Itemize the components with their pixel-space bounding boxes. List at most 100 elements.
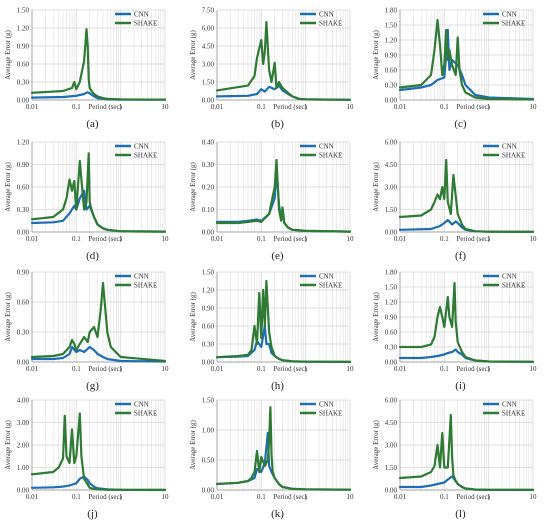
panel-label: (c) [454, 118, 467, 130]
y-tick-label: 0.60 [202, 323, 215, 331]
panel-g: 0.00 0.30 0.60 0.90 0.01 0.1 1 10 Period (sec) Av… [4, 269, 169, 393]
y-tick-label: 0.00 [202, 97, 215, 105]
x-tick-label: 0.01 [211, 365, 224, 373]
series-line-cnn [398, 348, 535, 363]
y-tick-label: 0.90 [202, 305, 215, 313]
y-tick-label: 0.00 [385, 487, 398, 495]
panel-i: 0.00 0.30 0.60 0.90 1.20 1.50 1.80 0.01 0.1 1 10 Pe… [372, 269, 537, 393]
x-axis-label: Period (sec) [456, 365, 490, 373]
y-tick-label: 0.90 [385, 52, 398, 60]
x-axis-label: Period (sec) [88, 103, 122, 111]
y-tick-label: 1.00 [202, 427, 215, 435]
y-axis-label: Average Error (g) [4, 30, 12, 80]
panel-label: (k) [271, 508, 284, 520]
y-tick-label: 1.20 [17, 25, 30, 33]
x-tick-label: 0.1 [72, 493, 81, 501]
x-tick-label: 0.01 [26, 365, 39, 373]
x-tick-label: 10 [530, 365, 538, 373]
series-line-shake [30, 28, 167, 101]
y-tick-label: 0.20 [202, 184, 215, 192]
y-axis-label: Average Error (g) [372, 292, 380, 342]
y-tick-label: 0.90 [385, 314, 398, 322]
x-axis-label: Period (sec) [88, 493, 122, 501]
y-axis-label: Average Error (g) [4, 292, 12, 342]
y-tick-label: 1.50 [202, 397, 215, 405]
x-tick-label: 1 [304, 235, 308, 243]
y-tick-label: 4.00 [17, 397, 30, 405]
panel-label: (b) [271, 118, 284, 130]
y-tick-label: 0.00 [17, 487, 30, 495]
x-tick-label: 0.01 [211, 235, 224, 243]
x-tick-label: 0.1 [257, 235, 266, 243]
x-tick-label: 10 [347, 103, 355, 111]
y-tick-label: 1.80 [385, 269, 398, 277]
legend-label-shake: SHAKE [134, 20, 157, 28]
y-tick-label: 4.50 [385, 161, 398, 169]
y-tick-label: 6.00 [202, 25, 215, 33]
y-tick-label: 0.00 [17, 229, 30, 237]
legend-label-cnn: CNN [134, 401, 149, 409]
series-line-cnn [215, 431, 352, 491]
x-tick-label: 10 [162, 365, 170, 373]
x-tick-label: 0.01 [211, 103, 224, 111]
y-tick-label: 0.90 [17, 43, 30, 51]
y-tick-label: 3.00 [385, 184, 398, 192]
y-tick-label: 1.20 [385, 37, 398, 45]
x-tick-label: 1 [304, 103, 308, 111]
panel-h: 0.00 0.30 0.60 0.90 1.20 1.50 0.01 0.1 1 10 Period… [189, 269, 354, 393]
panel-k: 0.00 0.50 1.00 1.50 0.01 0.1 1 10 Period (sec) Av… [189, 397, 354, 521]
panel-a: 0.00 0.30 0.60 0.90 1.20 1.50 0.01 0.1 1 10 Period… [4, 7, 169, 131]
y-tick-label: 6.00 [385, 139, 398, 147]
panel-l: 0.00 1.50 3.00 4.50 6.00 0.01 0.1 1 10 Period (se… [372, 397, 537, 521]
series-line-shake [215, 158, 352, 233]
series-line-cnn [398, 28, 535, 101]
y-tick-label: 0.90 [17, 161, 30, 169]
y-tick-label: 0.60 [17, 61, 30, 69]
y-tick-label: 3.00 [202, 61, 215, 69]
legend-label-shake: SHAKE [319, 152, 342, 160]
x-axis-label: Period (sec) [456, 493, 490, 501]
legend-label-shake: SHAKE [134, 410, 157, 418]
panel-label: (d) [86, 250, 99, 262]
y-tick-label: 0.00 [385, 97, 398, 105]
y-axis-label: Average Error (g) [372, 420, 380, 470]
x-tick-label: 0.1 [440, 103, 449, 111]
y-tick-label: 0.00 [202, 487, 215, 495]
x-tick-label: 0.01 [394, 235, 407, 243]
panel-label: (j) [87, 508, 98, 520]
legend-label-cnn: CNN [319, 143, 334, 151]
x-tick-label: 10 [347, 235, 355, 243]
legend-label-cnn: CNN [502, 401, 517, 409]
x-tick-label: 0.1 [72, 235, 81, 243]
legend-label-cnn: CNN [134, 273, 149, 281]
series-line-shake [398, 413, 535, 491]
legend-label-cnn: CNN [319, 11, 334, 19]
x-axis-label: Period (sec) [273, 365, 307, 373]
x-tick-label: 0.01 [394, 103, 407, 111]
y-tick-label: 7.50 [202, 7, 215, 15]
legend-label-cnn: CNN [319, 401, 334, 409]
y-tick-label: 0.30 [17, 329, 30, 337]
x-tick-label: 1 [487, 103, 491, 111]
y-tick-label: 0.00 [385, 229, 398, 237]
y-tick-label: 1.50 [385, 22, 398, 30]
x-tick-label: 1 [119, 493, 123, 501]
x-tick-label: 10 [162, 493, 170, 501]
x-tick-label: 0.1 [440, 235, 449, 243]
y-tick-label: 0.50 [202, 457, 215, 465]
series-line-shake [215, 279, 352, 363]
y-axis-label: Average Error (g) [189, 162, 197, 212]
y-tick-label: 0.00 [385, 359, 398, 367]
x-tick-label: 10 [530, 103, 538, 111]
legend-label-shake: SHAKE [319, 282, 342, 290]
x-tick-label: 0.01 [394, 493, 407, 501]
x-tick-label: 0.01 [26, 493, 39, 501]
x-tick-label: 1 [487, 493, 491, 501]
y-axis-label: Average Error (g) [372, 162, 380, 212]
x-tick-label: 1 [119, 235, 123, 243]
x-axis-label: Period (sec) [88, 235, 122, 243]
y-axis-label: Average Error (g) [189, 30, 197, 80]
panel-label: (l) [455, 508, 466, 520]
y-tick-label: 0.10 [202, 206, 215, 214]
y-tick-label: 1.50 [202, 79, 215, 87]
